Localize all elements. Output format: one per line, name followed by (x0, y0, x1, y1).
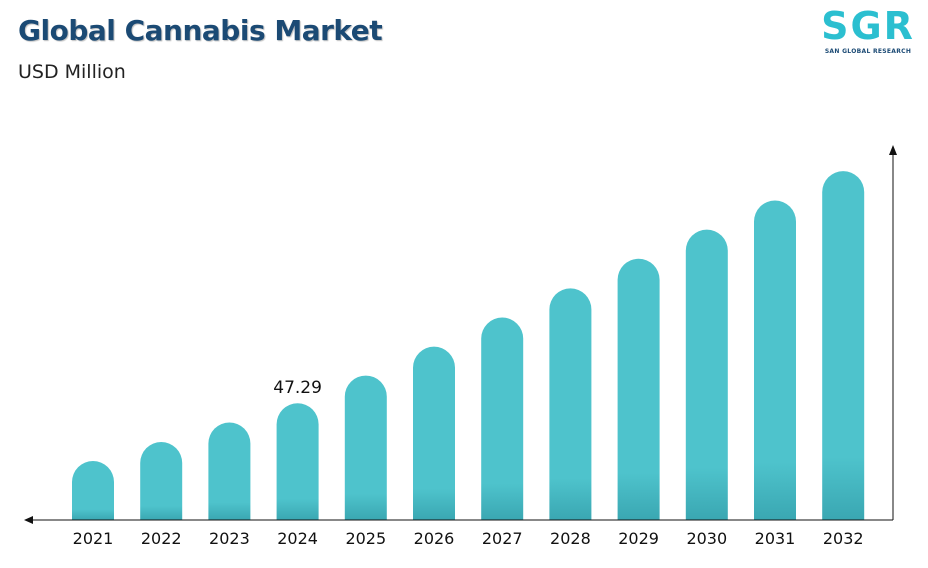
bar-2026 (413, 346, 455, 520)
data-label-2024: 47.29 (273, 378, 322, 398)
bar-2028 (549, 288, 592, 520)
x-tick-label: 2028 (550, 529, 591, 548)
bar-2025 (344, 375, 387, 520)
bar-2024 (276, 403, 319, 520)
bar-group (72, 171, 865, 521)
bar-2022 (140, 441, 183, 520)
bar-2030 (685, 229, 728, 521)
x-tick-label: 2027 (482, 529, 523, 548)
x-tick-label: 2025 (345, 529, 386, 548)
bar-2023 (208, 422, 251, 520)
x-tick-label: 2029 (618, 529, 659, 548)
bar-2021 (72, 460, 114, 520)
chart-subtitle: USD Million (18, 61, 126, 83)
x-tick-label: 2023 (209, 529, 250, 548)
x-tick-label: 2024 (277, 529, 318, 548)
axes (24, 145, 897, 524)
y-axis-arrow-icon (889, 145, 897, 155)
chart-title: Global Cannabis Market (18, 14, 383, 47)
bar-2027 (481, 317, 524, 520)
bar-2031 (754, 200, 796, 521)
logo-letters: SGR (821, 4, 915, 48)
x-tick-label: 2022 (141, 529, 182, 548)
x-tick-label: 2030 (686, 529, 727, 548)
bar-2032 (822, 171, 865, 520)
x-tick-label: 2032 (823, 529, 864, 548)
x-tick-label: 2031 (755, 529, 796, 548)
x-tick-label: 2021 (73, 529, 114, 548)
logo-tagline: SAN GLOBAL RESEARCH (824, 48, 912, 55)
sgr-logo: SGR SAN GLOBAL RESEARCH (818, 6, 918, 58)
bar-2029 (617, 258, 660, 520)
label-group: 2021 2022 2023 2024 2025 2026 2027 2028 2029 2030… (73, 378, 864, 548)
x-tick-label: 2026 (414, 529, 455, 548)
x-axis-arrow-icon (24, 516, 33, 524)
